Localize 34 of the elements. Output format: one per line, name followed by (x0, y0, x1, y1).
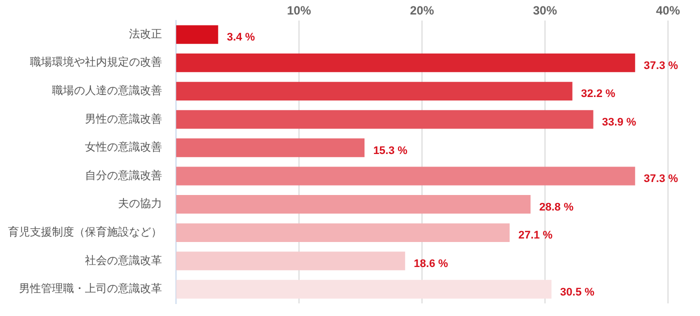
data-label: 28.8 % (539, 201, 574, 214)
data-label: 30.5 % (560, 286, 595, 298)
bar (176, 82, 572, 100)
y-tick-label: 職場の人達の意識改善 (52, 84, 162, 98)
x-tick-label: 40% (656, 4, 680, 18)
y-tick-label: 社会の意識改革 (85, 254, 162, 267)
data-label: 18.6 % (414, 258, 448, 270)
bar (176, 280, 552, 299)
bar (176, 252, 406, 270)
y-tick-label: 男性管理職・上司の意識改革 (19, 282, 162, 296)
x-tick-label: 30% (532, 4, 558, 18)
y-tick-label: 女性の意識改善 (85, 140, 162, 154)
data-label: 37.3 % (644, 173, 678, 186)
bar (176, 223, 510, 242)
y-tick-label: 法改正 (129, 27, 162, 40)
bar (176, 166, 636, 186)
bar (176, 25, 218, 44)
y-tick-label: 夫の協力 (118, 197, 162, 210)
data-label: 37.3 % (644, 60, 678, 72)
bar (176, 195, 531, 214)
bar (176, 138, 365, 158)
x-tick-label: 20% (410, 4, 434, 18)
x-tick-label: 10% (286, 4, 312, 18)
data-label: 32.2 % (581, 88, 616, 100)
data-label: 27.1 % (518, 230, 553, 242)
data-label: 15.3 % (373, 144, 408, 157)
y-tick-label: 男性の意識改善 (85, 112, 162, 126)
bar (176, 110, 594, 129)
y-tick-label: 自分の意識改善 (85, 168, 162, 182)
y-tick-label: 職場環境や社内規定の改善 (30, 56, 162, 69)
y-tick-label: 育児支援制度（保育施設など） (8, 226, 162, 239)
data-label: 3.4 % (226, 32, 256, 44)
data-label: 33.9 % (602, 116, 636, 128)
bar (176, 54, 636, 72)
